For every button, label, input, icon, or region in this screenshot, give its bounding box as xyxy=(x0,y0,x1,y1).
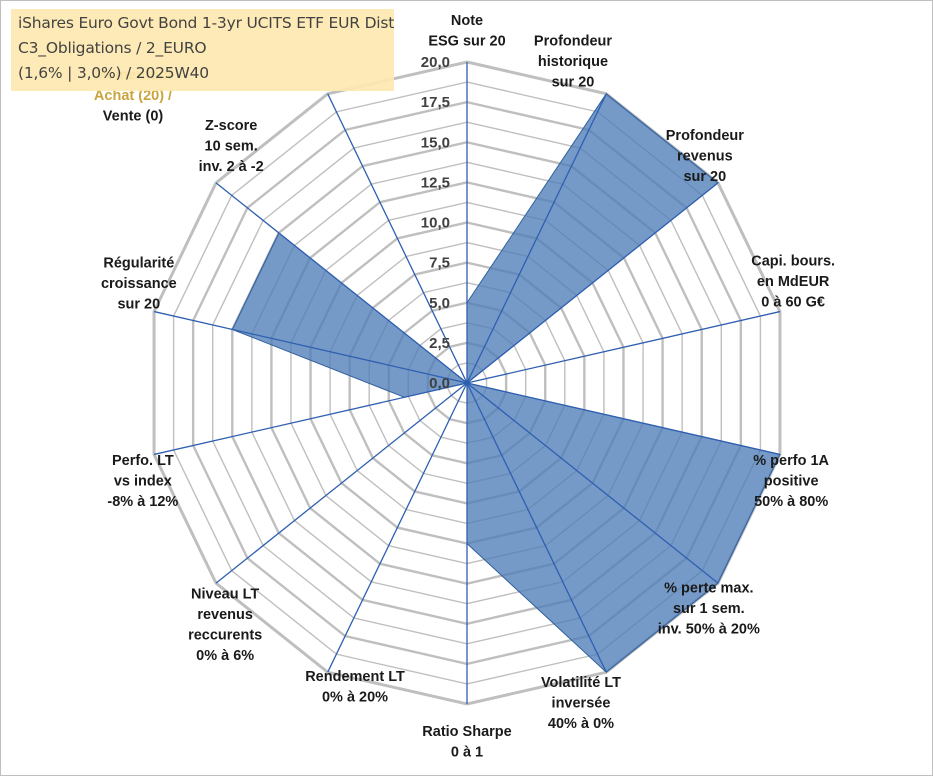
axis-label-line: positive xyxy=(764,474,819,490)
fund-name: iShares Euro Govt Bond 1-3yr UCITS ETF E… xyxy=(18,14,395,32)
axis-label-line: % perte max. xyxy=(664,581,753,597)
axis-spoke xyxy=(215,382,468,584)
axis-spoke xyxy=(466,182,719,384)
axis-label-line: sur 20 xyxy=(683,169,726,185)
axis-label: Perfo. LT vs index -8% à 12% xyxy=(107,453,178,510)
axis-label: Capi. bours. en MdEUR 0 à 60 G€ xyxy=(751,253,835,310)
axis-label-line: Vente (0) xyxy=(103,108,164,124)
axis-label-line: Volatilité LT xyxy=(541,675,621,691)
tick-label: 5,0 xyxy=(429,295,450,312)
axis-label: % perte max. sur 1 sem. inv. 50% à 20% xyxy=(658,581,760,638)
axis-label-line: ESG sur 20 xyxy=(428,34,505,50)
axis-label-line: Régularité xyxy=(103,255,174,271)
axis-label-line: vs index xyxy=(114,474,172,490)
axis-label-line: Niveau LT xyxy=(191,587,259,603)
axis-label-line: revenus xyxy=(197,607,253,623)
axis-label-line: reccurents xyxy=(188,628,262,644)
tick-label: 12,5 xyxy=(421,174,450,191)
radar-axis-labels: Note ESG sur 20 Profondeur historique sur 20… xyxy=(94,13,835,761)
axis-label-line: Achat (20) / xyxy=(94,88,172,104)
axis-label-line: historique xyxy=(538,54,608,70)
axis-label-line: 0% à 20% xyxy=(322,690,388,706)
axis-spoke xyxy=(466,382,607,673)
axis-label-line: 10 sem. xyxy=(205,138,258,154)
axis-label: Profondeur historique sur 20 xyxy=(534,33,612,90)
tick-label: 17,5 xyxy=(421,94,450,111)
fund-category: C3_Obligations / 2_EURO xyxy=(18,39,207,57)
axis-label-line: 40% à 0% xyxy=(548,716,614,732)
tick-label: 15,0 xyxy=(421,134,450,151)
axis-label: Volatilité LT inversée 40% à 0% xyxy=(541,675,621,732)
axis-spoke xyxy=(466,382,781,456)
axis-label-line: Note xyxy=(451,13,483,29)
axis-label-line: Rendement LT xyxy=(305,669,405,685)
axis-label-line: inversée xyxy=(552,696,611,712)
tick-label: 0,0 xyxy=(429,375,450,392)
axis-label-line: Profondeur xyxy=(666,128,744,144)
axis-label-line: croissance xyxy=(101,276,177,292)
axis-label-line: inv. 50% à 20% xyxy=(658,622,760,638)
radar-tick-labels: 0,0 2,5 5,0 7,5 10,0 12,5 15,0 17,5 20,0 xyxy=(421,54,450,392)
axis-label: Régularité croissance sur 20 xyxy=(101,255,177,312)
axis-spoke xyxy=(215,182,468,384)
axis-label-line: Profondeur xyxy=(534,33,612,49)
axis-spoke xyxy=(327,93,468,384)
tick-label: 7,5 xyxy=(429,255,450,272)
axis-label-line: inv. 2 à -2 xyxy=(199,159,264,175)
radar-axes xyxy=(153,62,781,704)
axis-label-line: 0 à 60 G€ xyxy=(761,294,825,310)
axis-label-line: 0 à 1 xyxy=(451,745,483,761)
tick-label: 10,0 xyxy=(421,215,450,232)
axis-label: % perfo 1A positive 50% à 80% xyxy=(753,453,829,510)
axis-label-line: sur 20 xyxy=(117,296,160,312)
axis-label-line: revenus xyxy=(677,148,733,164)
axis-label: Profondeur revenus sur 20 xyxy=(666,128,744,185)
axis-label-line: 0% à 6% xyxy=(196,648,254,664)
axis-label: Rendement LT 0% à 20% xyxy=(305,669,405,706)
axis-label-line: Perfo. LT xyxy=(112,453,174,469)
axis-label-line: Capi. bours. xyxy=(751,253,835,269)
axis-label-line: -8% à 12% xyxy=(107,494,178,510)
axis-label-line: % perfo 1A xyxy=(753,453,829,469)
axis-spoke xyxy=(327,382,468,673)
axis-label-line: sur 1 sem. xyxy=(673,601,745,617)
axis-spoke xyxy=(466,93,607,384)
axis-label-line: 50% à 80% xyxy=(754,494,828,510)
axis-spoke xyxy=(153,310,468,384)
axis-label-line: Ratio Sharpe xyxy=(422,724,511,740)
fund-stats: (1,6% | 3,0%) / 2025W40 xyxy=(18,64,209,82)
axis-label: Z-score 10 sem. inv. 2 à -2 xyxy=(199,118,264,175)
axis-spoke xyxy=(153,382,468,456)
axis-label: Note ESG sur 20 xyxy=(428,13,505,50)
axis-label-line: sur 20 xyxy=(552,74,595,90)
fund-info-box: iShares Euro Govt Bond 1-3yr UCITS ETF E… xyxy=(11,9,394,91)
axis-label-line: Z-score xyxy=(205,118,257,134)
tick-label: 2,5 xyxy=(429,335,450,352)
axis-label-line: en MdEUR xyxy=(757,274,830,290)
axis-spoke xyxy=(466,382,719,584)
tick-label: 20,0 xyxy=(421,54,450,71)
axis-spoke xyxy=(466,310,781,384)
axis-label: Niveau LT revenus reccurents 0% à 6% xyxy=(188,587,262,665)
axis-label: Ratio Sharpe 0 à 1 xyxy=(422,724,511,761)
